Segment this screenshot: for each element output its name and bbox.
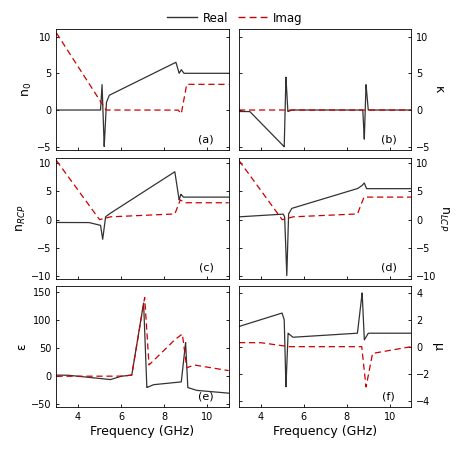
Text: (d): (d) (381, 263, 397, 273)
Text: (a): (a) (198, 135, 214, 144)
Text: (b): (b) (381, 135, 397, 144)
X-axis label: Frequency (GHz): Frequency (GHz) (273, 425, 377, 438)
Y-axis label: κ: κ (431, 86, 444, 94)
Y-axis label: ε: ε (15, 343, 28, 350)
Y-axis label: n$_{LCP}$: n$_{LCP}$ (437, 205, 450, 231)
Text: (e): (e) (198, 391, 214, 401)
Y-axis label: n$_0$: n$_0$ (21, 82, 34, 97)
Legend: Real, Imag: Real, Imag (163, 7, 307, 29)
Text: (c): (c) (199, 263, 214, 273)
Y-axis label: μ: μ (431, 343, 444, 351)
Text: (f): (f) (383, 391, 395, 401)
Y-axis label: n$_{RCP}$: n$_{RCP}$ (16, 204, 28, 232)
X-axis label: Frequency (GHz): Frequency (GHz) (90, 425, 195, 438)
